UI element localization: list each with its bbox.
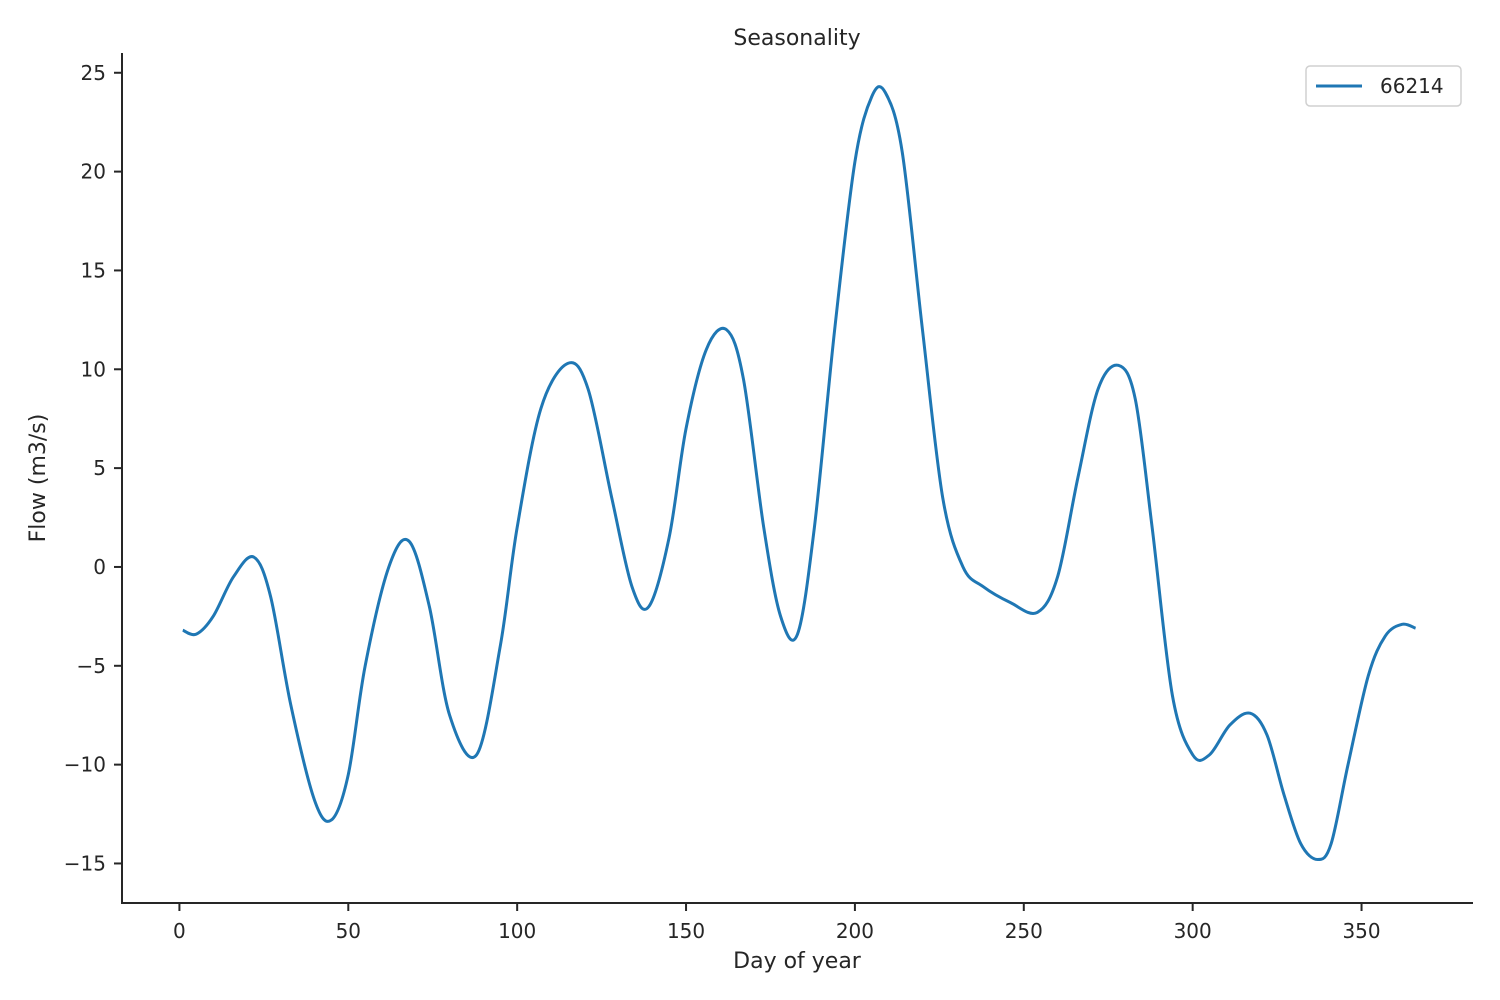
series-line-66214 — [182, 85, 1417, 862]
y-tick-label: −5 — [77, 654, 106, 678]
legend-box — [1305, 65, 1462, 107]
chart-title: Seasonality — [733, 26, 860, 51]
x-tick-label: 350 — [1342, 919, 1380, 943]
x-tick-label: 250 — [1005, 919, 1043, 943]
x-tick-label: 200 — [836, 919, 874, 943]
y-tick-label: −10 — [64, 753, 106, 777]
series-layer — [182, 85, 1417, 862]
x-axis-ticks: 0 50 100 150 200 250 300 350 — [173, 903, 1381, 943]
x-tick-label: 50 — [336, 919, 361, 943]
y-tick-label: 20 — [81, 160, 106, 184]
y-tick-label: −15 — [64, 851, 106, 875]
y-tick-label: 15 — [81, 258, 106, 282]
y-tick-label: 10 — [81, 357, 106, 381]
x-axis-label: Day of year — [733, 949, 862, 974]
y-tick-label: 5 — [93, 456, 106, 480]
y-axis-ticks: 25 20 15 10 5 0 −5 −10 −15 — [64, 61, 122, 875]
legend: 66214 — [1305, 65, 1462, 107]
x-tick-label: 150 — [667, 919, 705, 943]
x-tick-label: 0 — [173, 919, 186, 943]
y-tick-label: 25 — [81, 61, 106, 85]
y-axis-label: Flow (m3/s) — [26, 414, 51, 543]
x-tick-label: 300 — [1174, 919, 1212, 943]
legend-label-66214: 66214 — [1380, 74, 1444, 98]
x-tick-label: 100 — [498, 919, 536, 943]
y-tick-label: 0 — [93, 555, 106, 579]
